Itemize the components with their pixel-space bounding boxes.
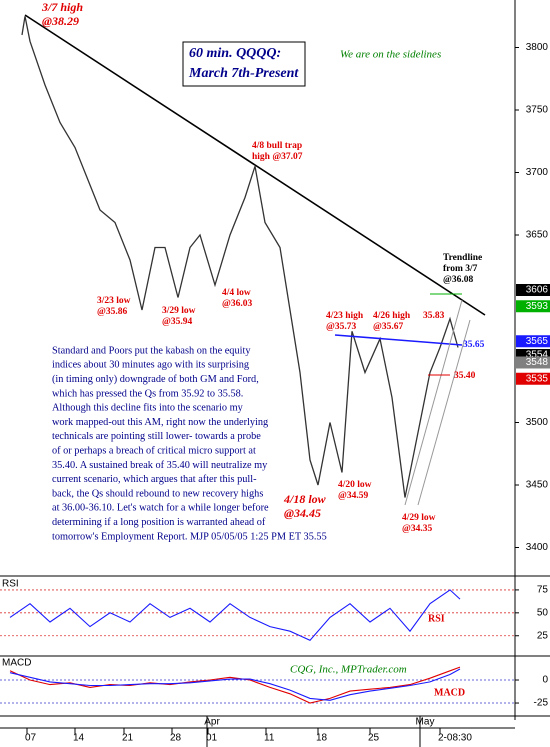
commentary-line: technicals are pointing still lower- tow… [52,431,261,442]
annotation: @35.67 [373,322,403,332]
series-label: RSI [428,613,445,624]
panel-label: MACD [2,658,31,669]
price-marker [516,284,550,296]
y-tick-label: 75 [537,585,549,596]
status-note: We are on the sidelines [340,49,441,61]
annotation: 4/8 bull trap [252,141,302,151]
annotation: @38.29 [42,14,79,28]
annotation: 4/20 low [338,480,372,490]
commentary-line: back, the Qs should rebound to new recov… [52,488,263,499]
series-line [9,589,461,641]
resistance-line [334,334,463,346]
price-marker-label: 3606 [526,285,549,296]
month-label: May [416,717,435,728]
y-tick-label: 0 [542,675,548,686]
y-tick-label: 50 [537,607,549,618]
y-tick-label: 3750 [526,105,549,116]
commentary-line: tomorrow's Employment Report. MJP 05/05/… [52,531,327,542]
x-tick-label: 01 [206,733,218,744]
price-marker-label: 3535 [526,373,549,384]
x-tick-label: 28 [170,733,182,744]
commentary-line: 35.40. A sustained break of 35.40 will n… [52,460,268,471]
annotation: @34.45 [284,506,321,520]
y-tick-label: 25 [537,630,549,641]
commentary-line: Standard and Poors put the kabash on the… [52,345,251,356]
commentary-line: (in timing only) downgrade of both GM an… [52,374,259,385]
annotation: 4/29 low [402,513,436,523]
trendline [24,14,486,316]
annotation: 4/4 low [222,288,251,298]
commentary-line: at 36.00-36.10. Let's watch for a while … [52,503,269,514]
chart-title: 60 min. QQQQ: [189,46,281,61]
credit: CQG, Inc., MPTrader.com [290,664,407,676]
y-tick-label: 3650 [526,230,549,241]
annotation: 35.83 [423,311,445,321]
annotation: @36.03 [222,299,252,309]
annotation: 4/26 high [373,311,411,321]
annotation: @35.73 [326,322,356,332]
annotation: Trendline [443,253,482,263]
commentary-line: work mapped-out this AM, right now the u… [52,417,268,428]
y-tick-label: -25 [534,698,549,709]
price-marker-label: 3593 [526,301,549,312]
annotation: 3/7 high [41,0,83,14]
price-marker [516,372,550,385]
price-marker-label: 3548 [526,357,549,368]
commentary-line: determining if a long position is warran… [52,517,266,528]
x-tick-label: 18 [316,733,328,744]
y-tick-label: 3800 [526,42,549,53]
y-tick-label: 3700 [526,167,549,178]
channel-line [417,319,471,506]
x-tick-label: 14 [73,733,85,744]
annotation: @35.94 [162,317,192,327]
month-label: Apr [204,717,220,728]
annotation: 35.65 [463,340,485,350]
annotation: from 3/7 [443,264,478,274]
channel-line [404,299,463,506]
x-tick-label: 2-08:30 [438,733,472,744]
commentary-line: current scenario, which argues that afte… [52,474,257,485]
y-tick-label: 3500 [526,417,549,428]
commentary-line: Although this decline fits into the scen… [52,403,244,414]
panel-label: RSI [2,579,19,590]
annotation: 4/23 high [326,311,364,321]
x-tick-label: 11 [264,733,275,744]
chart-title: March 7th-Present [188,66,299,81]
annotation: 4/18 low [283,492,327,506]
annotation: 35.40 [454,371,476,381]
series-line [9,668,461,701]
x-tick-label: 07 [25,733,37,744]
price-marker-label: 3554 [526,350,549,361]
series-label: MACD [434,687,465,698]
annotation: high @37.07 [252,152,303,162]
x-tick-label: 21 [122,733,134,744]
annotation: 3/23 low [97,296,131,306]
price-marker [516,356,550,369]
series-line [21,16,459,498]
annotation: @35.86 [97,307,127,317]
price-marker [516,300,550,313]
x-tick-label: 25 [368,733,380,744]
y-tick-label: 3450 [526,480,549,491]
annotation: 3/29 low [162,306,196,316]
commentary-line: which has pressed the Qs from 35.92 to 3… [52,388,243,399]
y-tick-label: 3400 [526,542,549,553]
annotation: @34.59 [338,491,368,501]
title-box [182,41,306,87]
annotation: @34.35 [402,524,432,534]
price-marker [516,335,550,348]
commentary-line: of or perhaps a breach of critical micro… [52,445,256,456]
annotation: @36.08 [443,275,473,285]
price-marker-label: 3565 [526,336,549,347]
commentary-line: indices about 30 minutes ago with its su… [52,360,249,371]
